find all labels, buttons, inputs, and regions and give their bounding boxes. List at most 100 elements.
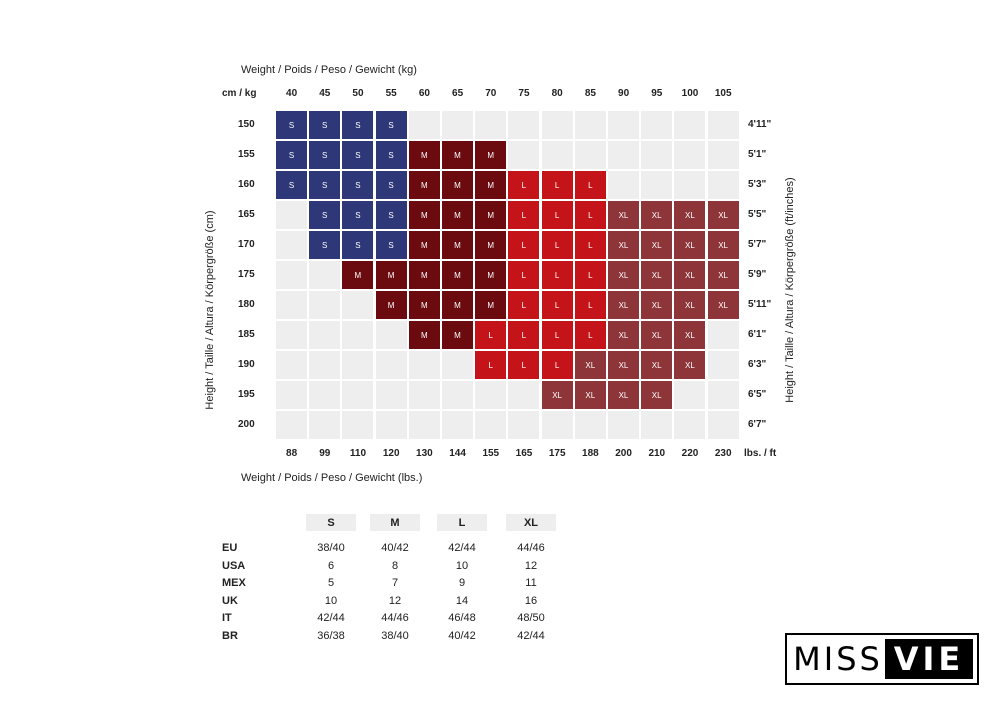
kg-tick-label: 85 bbox=[584, 88, 596, 99]
size-cell-m: M bbox=[342, 261, 374, 289]
empty-cell bbox=[674, 141, 706, 169]
size-cell-l: L bbox=[574, 261, 606, 289]
size-table-cell: 10 bbox=[324, 594, 338, 607]
size-cell-xl: XL bbox=[674, 321, 706, 349]
cm-tick-label: 180 bbox=[238, 299, 255, 310]
size-cell-m: M bbox=[442, 291, 473, 319]
size-cell-m: M bbox=[475, 261, 507, 289]
size-table-cell: 10 bbox=[455, 559, 469, 572]
size-cell-xl: XL bbox=[641, 201, 673, 229]
empty-cell bbox=[707, 171, 739, 199]
kg-tick-label: 45 bbox=[319, 88, 331, 99]
lbs-tick-label: 230 bbox=[714, 448, 732, 459]
size-cell-s: S bbox=[309, 231, 341, 259]
empty-cell bbox=[541, 411, 573, 439]
empty-cell bbox=[442, 111, 473, 139]
lbs-tick-label: 188 bbox=[582, 448, 599, 459]
size-cell-s: S bbox=[375, 111, 407, 139]
empty-cell bbox=[375, 381, 407, 409]
empty-cell bbox=[574, 141, 606, 169]
empty-cell bbox=[608, 171, 639, 199]
empty-cell bbox=[276, 321, 307, 349]
size-cell-xl: XL bbox=[707, 261, 739, 289]
size-cell-l: L bbox=[574, 321, 606, 349]
size-cell-l: L bbox=[574, 291, 606, 319]
cm-tick-label: 155 bbox=[238, 149, 255, 160]
size-cell-xl: XL bbox=[674, 231, 706, 259]
size-cell-xl: XL bbox=[608, 201, 639, 229]
kg-tick-label: 50 bbox=[352, 88, 364, 99]
weight-lbs-title: Weight / Poids / Peso / Gewicht (lbs.) bbox=[241, 472, 423, 484]
corner-lbs-ft: lbs. / ft bbox=[744, 448, 777, 459]
size-table-cell: 46/48 bbox=[448, 612, 476, 624]
empty-cell bbox=[276, 261, 307, 289]
size-cell-l: L bbox=[508, 201, 540, 229]
kg-tick-label: 60 bbox=[418, 88, 430, 99]
empty-cell bbox=[641, 171, 673, 199]
empty-cell bbox=[475, 381, 507, 409]
size-table-cell: 40/42 bbox=[381, 542, 409, 554]
ft-tick-label: 5'5" bbox=[748, 209, 767, 220]
empty-cell bbox=[442, 351, 473, 379]
size-table-cell: 42/44 bbox=[448, 542, 476, 554]
size-header-s: S bbox=[306, 514, 356, 531]
lbs-tick-label: 88 bbox=[286, 448, 298, 459]
size-cell-l: L bbox=[508, 291, 540, 319]
size-cell-s: S bbox=[342, 171, 374, 199]
empty-cell bbox=[342, 381, 374, 409]
size-cell-xl: XL bbox=[674, 261, 706, 289]
ft-tick-label: 6'1" bbox=[748, 329, 767, 340]
height-cm-axis-label: Height / Taille / Altura / Körpergröße (… bbox=[204, 210, 216, 410]
empty-cell bbox=[342, 291, 374, 319]
size-cell-xl: XL bbox=[608, 231, 639, 259]
size-cell-l: L bbox=[508, 261, 540, 289]
size-header-xl: XL bbox=[506, 514, 556, 531]
size-table-cell: 7 bbox=[391, 577, 399, 589]
size-cell-xl: XL bbox=[608, 321, 639, 349]
lbs-tick-label: 144 bbox=[449, 448, 466, 459]
empty-cell bbox=[309, 351, 341, 379]
size-cell-xl: XL bbox=[707, 231, 739, 259]
ft-tick-label: 5'3" bbox=[748, 179, 767, 190]
size-table-cell: 44/46 bbox=[381, 612, 409, 624]
size-cell-m: M bbox=[375, 291, 407, 319]
size-table-cell: 42/44 bbox=[517, 629, 545, 642]
empty-cell bbox=[674, 381, 706, 409]
size-cell-s: S bbox=[375, 201, 407, 229]
size-cell-s: S bbox=[309, 111, 341, 139]
empty-cell bbox=[309, 291, 341, 319]
empty-cell bbox=[475, 411, 507, 439]
lbs-tick-label: 120 bbox=[382, 448, 400, 459]
size-cell-l: L bbox=[574, 231, 606, 259]
logo-vie-text: VIE bbox=[885, 639, 973, 679]
size-cell-s: S bbox=[375, 141, 407, 169]
empty-cell bbox=[276, 411, 307, 439]
size-cell-xl: XL bbox=[608, 351, 639, 379]
lbs-tick-label: 110 bbox=[349, 448, 367, 459]
ft-tick-label: 4'11" bbox=[748, 119, 772, 130]
size-cell-xl: XL bbox=[574, 381, 606, 409]
size-cell-l: L bbox=[541, 201, 573, 229]
size-cell-l: L bbox=[508, 171, 540, 199]
cm-tick-label: 175 bbox=[238, 269, 255, 280]
size-cell-m: M bbox=[408, 321, 440, 349]
empty-cell bbox=[641, 111, 673, 139]
size-cell-l: L bbox=[574, 171, 606, 199]
size-cell-xl: XL bbox=[641, 321, 673, 349]
size-cell-xl: XL bbox=[641, 261, 673, 289]
cm-tick-label: 195 bbox=[238, 389, 255, 400]
kg-tick-label: 100 bbox=[681, 88, 699, 99]
cm-tick-label: 190 bbox=[238, 359, 255, 370]
size-cell-m: M bbox=[475, 141, 507, 169]
ft-tick-label: 5'1" bbox=[748, 149, 767, 160]
empty-cell bbox=[707, 141, 739, 169]
size-cell-s: S bbox=[309, 201, 341, 229]
size-row-label: USA bbox=[222, 559, 246, 572]
lbs-tick-label: 220 bbox=[681, 448, 699, 459]
size-cell-xl: XL bbox=[641, 291, 673, 319]
size-table-cell: 44/46 bbox=[517, 542, 545, 554]
size-cell-xl: XL bbox=[707, 201, 739, 229]
empty-cell bbox=[674, 111, 706, 139]
size-cell-s: S bbox=[375, 171, 407, 199]
